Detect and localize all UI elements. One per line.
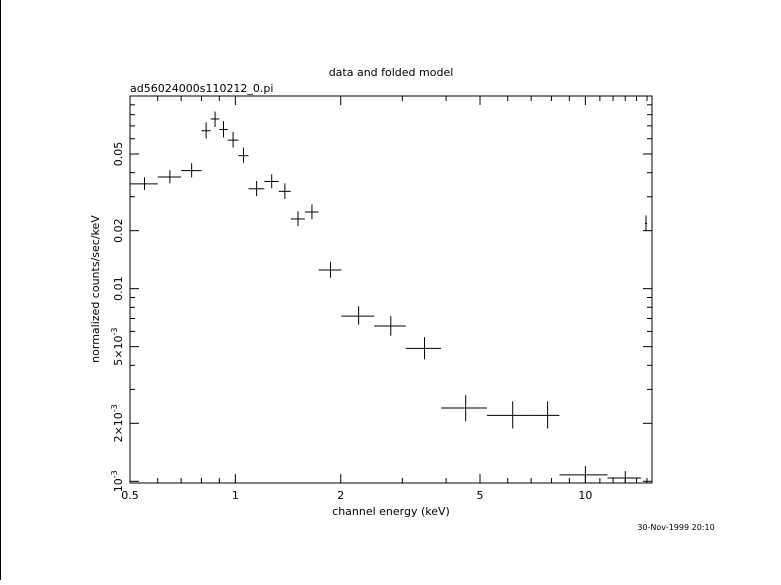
x-tick-label: 5 bbox=[477, 489, 484, 502]
data-point-8 bbox=[238, 147, 249, 163]
y-tick-label: 5×10-3 bbox=[110, 328, 125, 366]
x-axis-label: channel energy (keV) bbox=[332, 505, 450, 518]
y-tick-label: 0.01 bbox=[112, 276, 125, 301]
y-axis-ticks bbox=[130, 104, 652, 482]
y-axis-tick-labels: 10-3 2×10-3 5×10-3 0.01 0.02 0.05 bbox=[110, 142, 125, 493]
data-point-14 bbox=[318, 261, 342, 278]
data-point-19 bbox=[486, 401, 535, 429]
y-tick-label: 2×10-3 bbox=[110, 404, 125, 442]
x-axis-ticks bbox=[157, 96, 648, 483]
data-point-7 bbox=[227, 132, 239, 148]
data-point-22 bbox=[607, 471, 642, 483]
y-tick-label: 0.05 bbox=[112, 142, 125, 167]
data-point-18 bbox=[441, 395, 487, 422]
page-left-border bbox=[0, 0, 1, 580]
data-point-21 bbox=[559, 466, 608, 483]
chart-subtitle: ad56024000s110212_0.pi bbox=[130, 82, 273, 95]
data-point-5 bbox=[210, 111, 220, 128]
data-point-17 bbox=[405, 337, 442, 360]
data-point-9 bbox=[248, 181, 265, 197]
data-point-3 bbox=[181, 163, 202, 178]
data-point-15 bbox=[341, 306, 375, 325]
plot-frame bbox=[129, 95, 653, 484]
x-axis-tick-labels: 0.5 1 2 5 10 bbox=[121, 489, 592, 502]
data-point-2 bbox=[157, 170, 182, 184]
x-tick-label: 0.5 bbox=[121, 489, 139, 502]
x-tick-label: 1 bbox=[232, 489, 239, 502]
data-point-6 bbox=[219, 121, 228, 138]
y-axis-label: normalized counts/sec/keV bbox=[89, 215, 102, 363]
data-point-23 bbox=[644, 215, 648, 232]
timestamp: 30-Nov-1999 20:10 bbox=[637, 523, 714, 532]
data-point-13 bbox=[304, 204, 319, 220]
chart-title: data and folded model bbox=[329, 66, 454, 79]
x-tick-label: 2 bbox=[337, 489, 344, 502]
y-tick-label: 10-3 bbox=[110, 470, 125, 492]
y-tick-label: 0.02 bbox=[112, 218, 125, 243]
data-point-4 bbox=[201, 122, 211, 139]
data-points bbox=[130, 111, 648, 483]
x-tick-label: 10 bbox=[578, 489, 592, 502]
data-point-16 bbox=[374, 316, 406, 336]
data-point-1 bbox=[130, 177, 158, 191]
data-point-12 bbox=[290, 211, 305, 227]
data-point-11 bbox=[278, 183, 291, 199]
data-point-10 bbox=[264, 174, 279, 189]
data-point-20 bbox=[534, 401, 560, 429]
